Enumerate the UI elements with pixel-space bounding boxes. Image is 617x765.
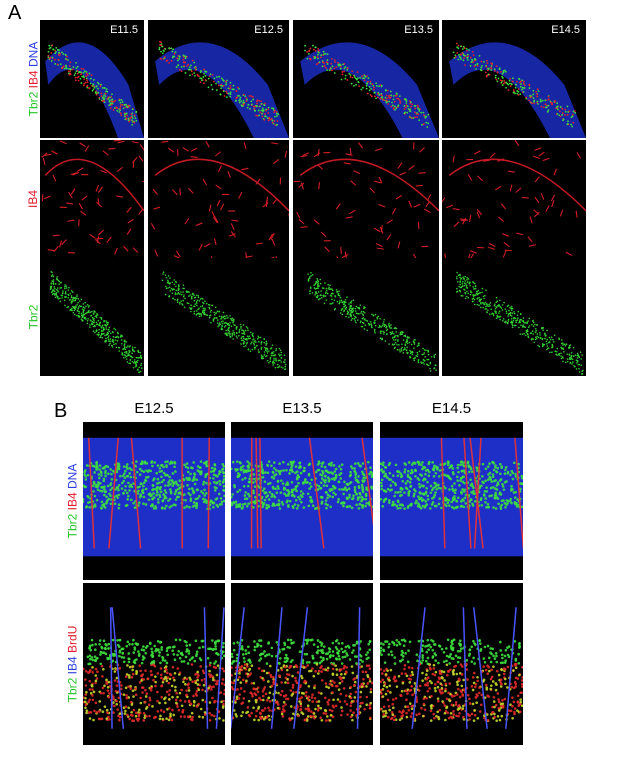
panel-a-image-1-2 <box>293 140 439 258</box>
panel-a-image-2-0 <box>40 258 144 376</box>
panel-b-letter: B <box>54 400 68 422</box>
panel-a-image-1-0 <box>40 140 144 258</box>
panel-b-row-label-0: Tbr2 IB4 DNA <box>64 463 79 539</box>
panel-a-row-label-0: Tbr2 IB4 DNA <box>25 41 40 117</box>
panel-b-row-label-1: Tbr2 IB4 BrdU <box>64 625 79 703</box>
panel-b-image-0-1 <box>231 422 373 580</box>
panel-b-stage-label-0: E12.5 <box>134 400 174 417</box>
panel-a-image-0-3: E14.5 <box>442 20 586 138</box>
panel-a-stage-label-2: E13.5 <box>404 24 433 36</box>
panel-a-image-2-1 <box>148 258 289 376</box>
panel-b-image-1-0 <box>83 583 225 745</box>
panel-a-stage-label-1: E12.5 <box>254 24 283 36</box>
panel-b-image-0-2 <box>380 422 523 580</box>
panel-b-image-0-0 <box>83 422 225 580</box>
panel-a-row-label-1: IB4 <box>26 189 41 209</box>
panel-a-letter: A <box>8 2 22 24</box>
panel-a-image-0-1: E12.5 <box>148 20 289 138</box>
panel-a-image-1-3 <box>442 140 586 258</box>
panel-a-image-0-0: E11.5 <box>40 20 144 138</box>
panel-a-stage-label-3: E14.5 <box>551 24 580 36</box>
panel-b-stage-label-1: E13.5 <box>282 400 322 417</box>
panel-a-image-2-2 <box>293 258 439 376</box>
panel-a-stage-label-0: E11.5 <box>110 24 138 36</box>
panel-a-image-2-3 <box>442 258 586 376</box>
panel-a-row-label-2: Tbr2 <box>25 304 40 330</box>
panel-a-image-0-2: E13.5 <box>293 20 439 138</box>
panel-b-image-1-1 <box>231 583 373 745</box>
panel-b-image-1-2 <box>380 583 523 745</box>
panel-a-image-1-1 <box>148 140 289 258</box>
panel-b-stage-label-2: E14.5 <box>431 400 472 417</box>
